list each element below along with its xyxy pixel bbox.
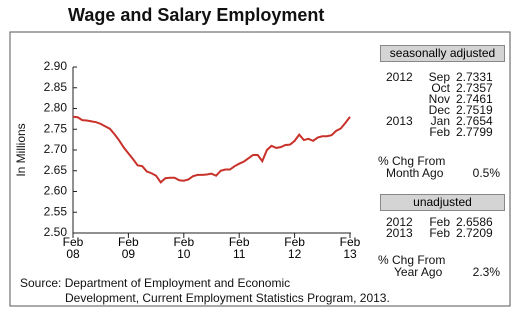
change-label: % Chg From [378, 253, 446, 267]
change-value: 2.3% [472, 265, 500, 279]
change-label: % Chg From [378, 154, 446, 168]
panel-value: 2.7799 [456, 125, 493, 139]
y-tick-label: 2.50 [44, 225, 68, 239]
y-tick-label: 2.60 [44, 184, 68, 198]
x-tick-label: Feb 12 [284, 235, 305, 261]
panel-year: 2013 [386, 114, 413, 128]
panel-month: Jan [430, 114, 450, 128]
y-tick-label: 2.70 [44, 142, 68, 156]
y-tick-label: 2.65 [44, 163, 68, 177]
panel-heading: seasonally adjusted [380, 45, 505, 62]
x-tick-label: Feb 10 [173, 235, 195, 261]
x-tick-label: Feb 11 [228, 235, 250, 261]
panel-value: 2.7357 [456, 81, 493, 95]
panel-year: 2013 [386, 226, 413, 240]
panel-month: Nov [428, 92, 450, 106]
source: Development, Current Employment Statisti… [65, 291, 390, 305]
panel-month: Feb [429, 125, 450, 139]
panel-month: Sep [428, 70, 450, 84]
x-tick-label: Feb 08 [62, 235, 84, 261]
panel-value: 2.7209 [456, 226, 493, 240]
chart-title: Wage and Salary Employment [68, 5, 324, 25]
panel-value: 2.6586 [456, 215, 493, 229]
x-tick-label: Feb 09 [118, 235, 139, 261]
panel-value: 2.7519 [456, 103, 493, 117]
change-value: 0.5% [472, 166, 500, 180]
panel-month: Feb [429, 215, 450, 229]
change-label: Year Ago [394, 265, 443, 279]
y-tick-label: 2.90 [44, 59, 68, 73]
panel-month: Dec [428, 103, 450, 117]
y-tick-label: 2.80 [44, 101, 68, 115]
x-tick-label: Feb 13 [339, 235, 361, 261]
source: Source: Department of Employment and Eco… [20, 276, 291, 290]
y-tick-label: 2.55 [44, 204, 68, 218]
panel-value: 2.7654 [456, 114, 493, 128]
change-label: Month Ago [386, 166, 444, 180]
panel-month: Feb [429, 226, 450, 240]
line [72, 115, 351, 184]
frame [9, 31, 511, 307]
y-tick-label: 2.75 [44, 121, 68, 135]
y-tick-label: 2.85 [44, 80, 68, 94]
y-axis-label: In Millions [14, 123, 28, 176]
panel-heading: unadjusted [380, 194, 505, 211]
panel-year: 2012 [386, 215, 413, 229]
panel-value: 2.7331 [456, 70, 493, 84]
panel-month: Oct [431, 81, 450, 95]
panel-value: 2.7461 [456, 92, 493, 106]
panel-year: 2012 [386, 70, 413, 84]
